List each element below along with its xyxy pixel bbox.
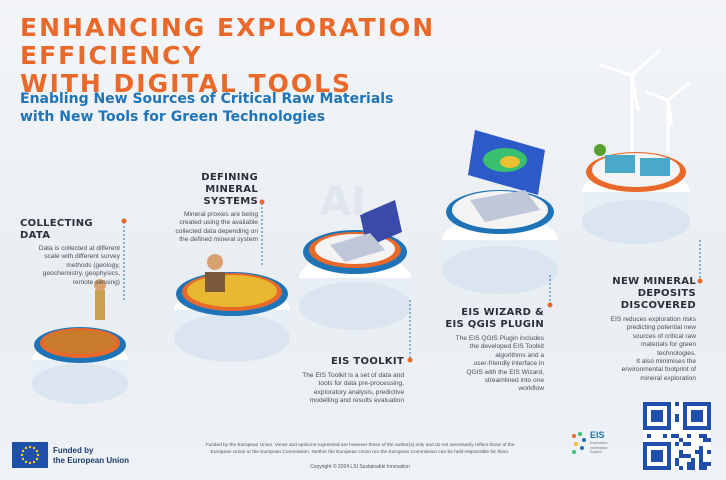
stage-title: EIS WIZARD & EIS QGIS PLUGIN [445,307,544,330]
stage-title: EIS TOOLKIT [330,356,404,367]
platform-deposits [582,144,690,244]
eu-funding-label: Funded by the European Union [53,446,129,465]
stage-wizard: EIS WIZARD & EIS QGIS PLUGIN The EIS QGI… [440,307,544,394]
stage-collecting: COLLECTING DATA Data is collected at dif… [20,218,120,287]
stage-title: DEFINING MINERAL SYSTEMS [201,172,258,207]
qr-code-icon[interactable] [643,402,711,470]
platform-collecting [32,279,128,404]
page-title: ENHANCING EXPLORATION EFFICIENCY WITH DI… [20,13,436,98]
eu-flag-icon [12,442,48,468]
stage-toolkit: EIS TOOLKIT The EIS Toolkit is a set of … [280,356,404,406]
wind-turbine-icon [599,48,691,170]
stage-description: EIS reduces exploration risks predicting… [610,316,696,382]
platform-toolkit: AI [299,179,411,330]
stage-title: COLLECTING DATA [20,218,93,241]
stage-description: Data is collected at different scale wit… [38,245,120,286]
platform-defining [174,254,290,362]
copyright: Copyright © 2024 LSI Sustainable Innovat… [310,464,410,470]
stage-title: NEW MINERAL DEPOSITS DISCOVERED [612,276,696,311]
stage-description: The EIS QGIS Plugin includes the develop… [455,335,544,393]
eis-logo-icon [572,432,586,454]
stage-defining: DEFINING MINERAL SYSTEMS Mineral proxies… [150,172,259,245]
disclaimer: Funded by the European Union. Views and … [205,443,515,455]
svg-text:AI: AI [320,179,366,225]
stage-description: Mineral proxies are being created using … [175,211,259,244]
page-subtitle: Enabling New Sources of Critical Raw Mat… [20,91,394,125]
eis-logo: EIS Exploration Information System [568,428,628,468]
stage-deposits: NEW MINERAL DEPOSITS DISCOVERED EIS redu… [570,276,696,383]
platform-wizard [442,130,558,294]
stage-description: The EIS Toolkit is a set of data and too… [302,372,404,405]
